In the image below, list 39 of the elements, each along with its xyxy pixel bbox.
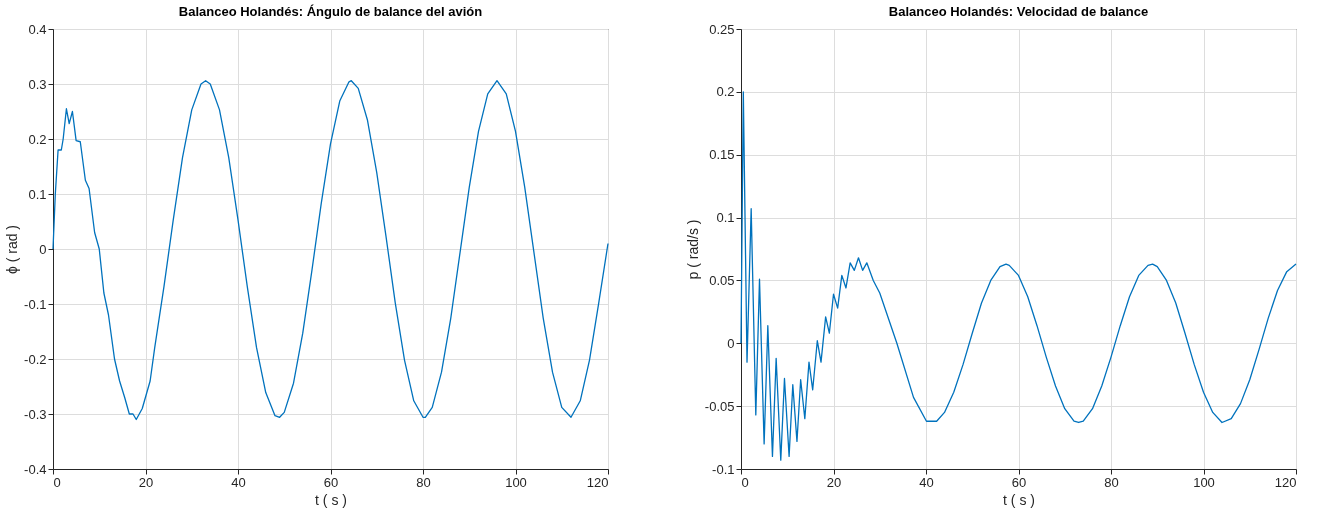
x-tick-label: 0 <box>53 474 61 490</box>
line-series <box>740 91 1297 461</box>
y-tick-label: 0 <box>39 241 47 257</box>
x-tick-label: 100 <box>505 474 527 490</box>
x-tick-label: 60 <box>1011 474 1027 490</box>
y-tick-label: 0 <box>727 335 735 351</box>
y-tick-label: 0.3 <box>28 76 47 92</box>
x-axis-title: t ( s ) <box>1003 491 1035 508</box>
y-tick-label: -0.3 <box>24 406 47 422</box>
x-tick-label: 80 <box>416 474 431 490</box>
y-tick-label: 0.05 <box>709 272 735 288</box>
x-tick-label: 60 <box>323 474 339 490</box>
x-tick-label: 20 <box>138 474 154 490</box>
chart-title: Balanceo Holandés: Ángulo de balance del avión <box>178 4 483 19</box>
x-tick-label: 0 <box>741 474 749 490</box>
y-axis-title: ϕ ( rad ) <box>4 224 21 275</box>
y-tick-label: -0.1 <box>712 461 735 477</box>
y-tick-label: 0.1 <box>716 210 735 226</box>
y-axis-title: p ( rad/s ) <box>684 219 701 280</box>
y-tick-label: 0.1 <box>28 186 47 202</box>
y-tick-label: 0.4 <box>28 21 47 37</box>
x-tick-label: 40 <box>231 474 246 490</box>
y-tick-label: 0.15 <box>709 147 735 163</box>
x-tick-label: 120 <box>586 474 609 490</box>
x-tick-label: 120 <box>1274 474 1297 490</box>
y-tick-label: 0.2 <box>716 84 735 100</box>
y-tick-label: -0.05 <box>704 398 735 414</box>
y-tick-label: -0.4 <box>24 461 47 477</box>
line-series <box>52 80 609 421</box>
y-tick-label: 0.2 <box>28 131 47 147</box>
y-tick-label: 0.25 <box>709 21 735 37</box>
y-tick-label: -0.1 <box>24 296 47 312</box>
chart-title: Balanceo Holandés: Velocidad de balance <box>888 4 1149 19</box>
x-axis-title: t ( s ) <box>315 491 347 508</box>
y-tick-label: -0.2 <box>24 351 47 367</box>
x-tick-label: 20 <box>826 474 842 490</box>
x-tick-label: 80 <box>1104 474 1119 490</box>
x-tick-label: 40 <box>919 474 934 490</box>
x-tick-label: 100 <box>1193 474 1215 490</box>
